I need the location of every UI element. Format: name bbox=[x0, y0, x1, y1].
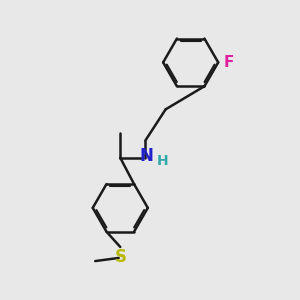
Text: H: H bbox=[157, 154, 168, 168]
Text: S: S bbox=[114, 248, 126, 266]
Text: F: F bbox=[224, 55, 234, 70]
Text: N: N bbox=[140, 147, 154, 165]
